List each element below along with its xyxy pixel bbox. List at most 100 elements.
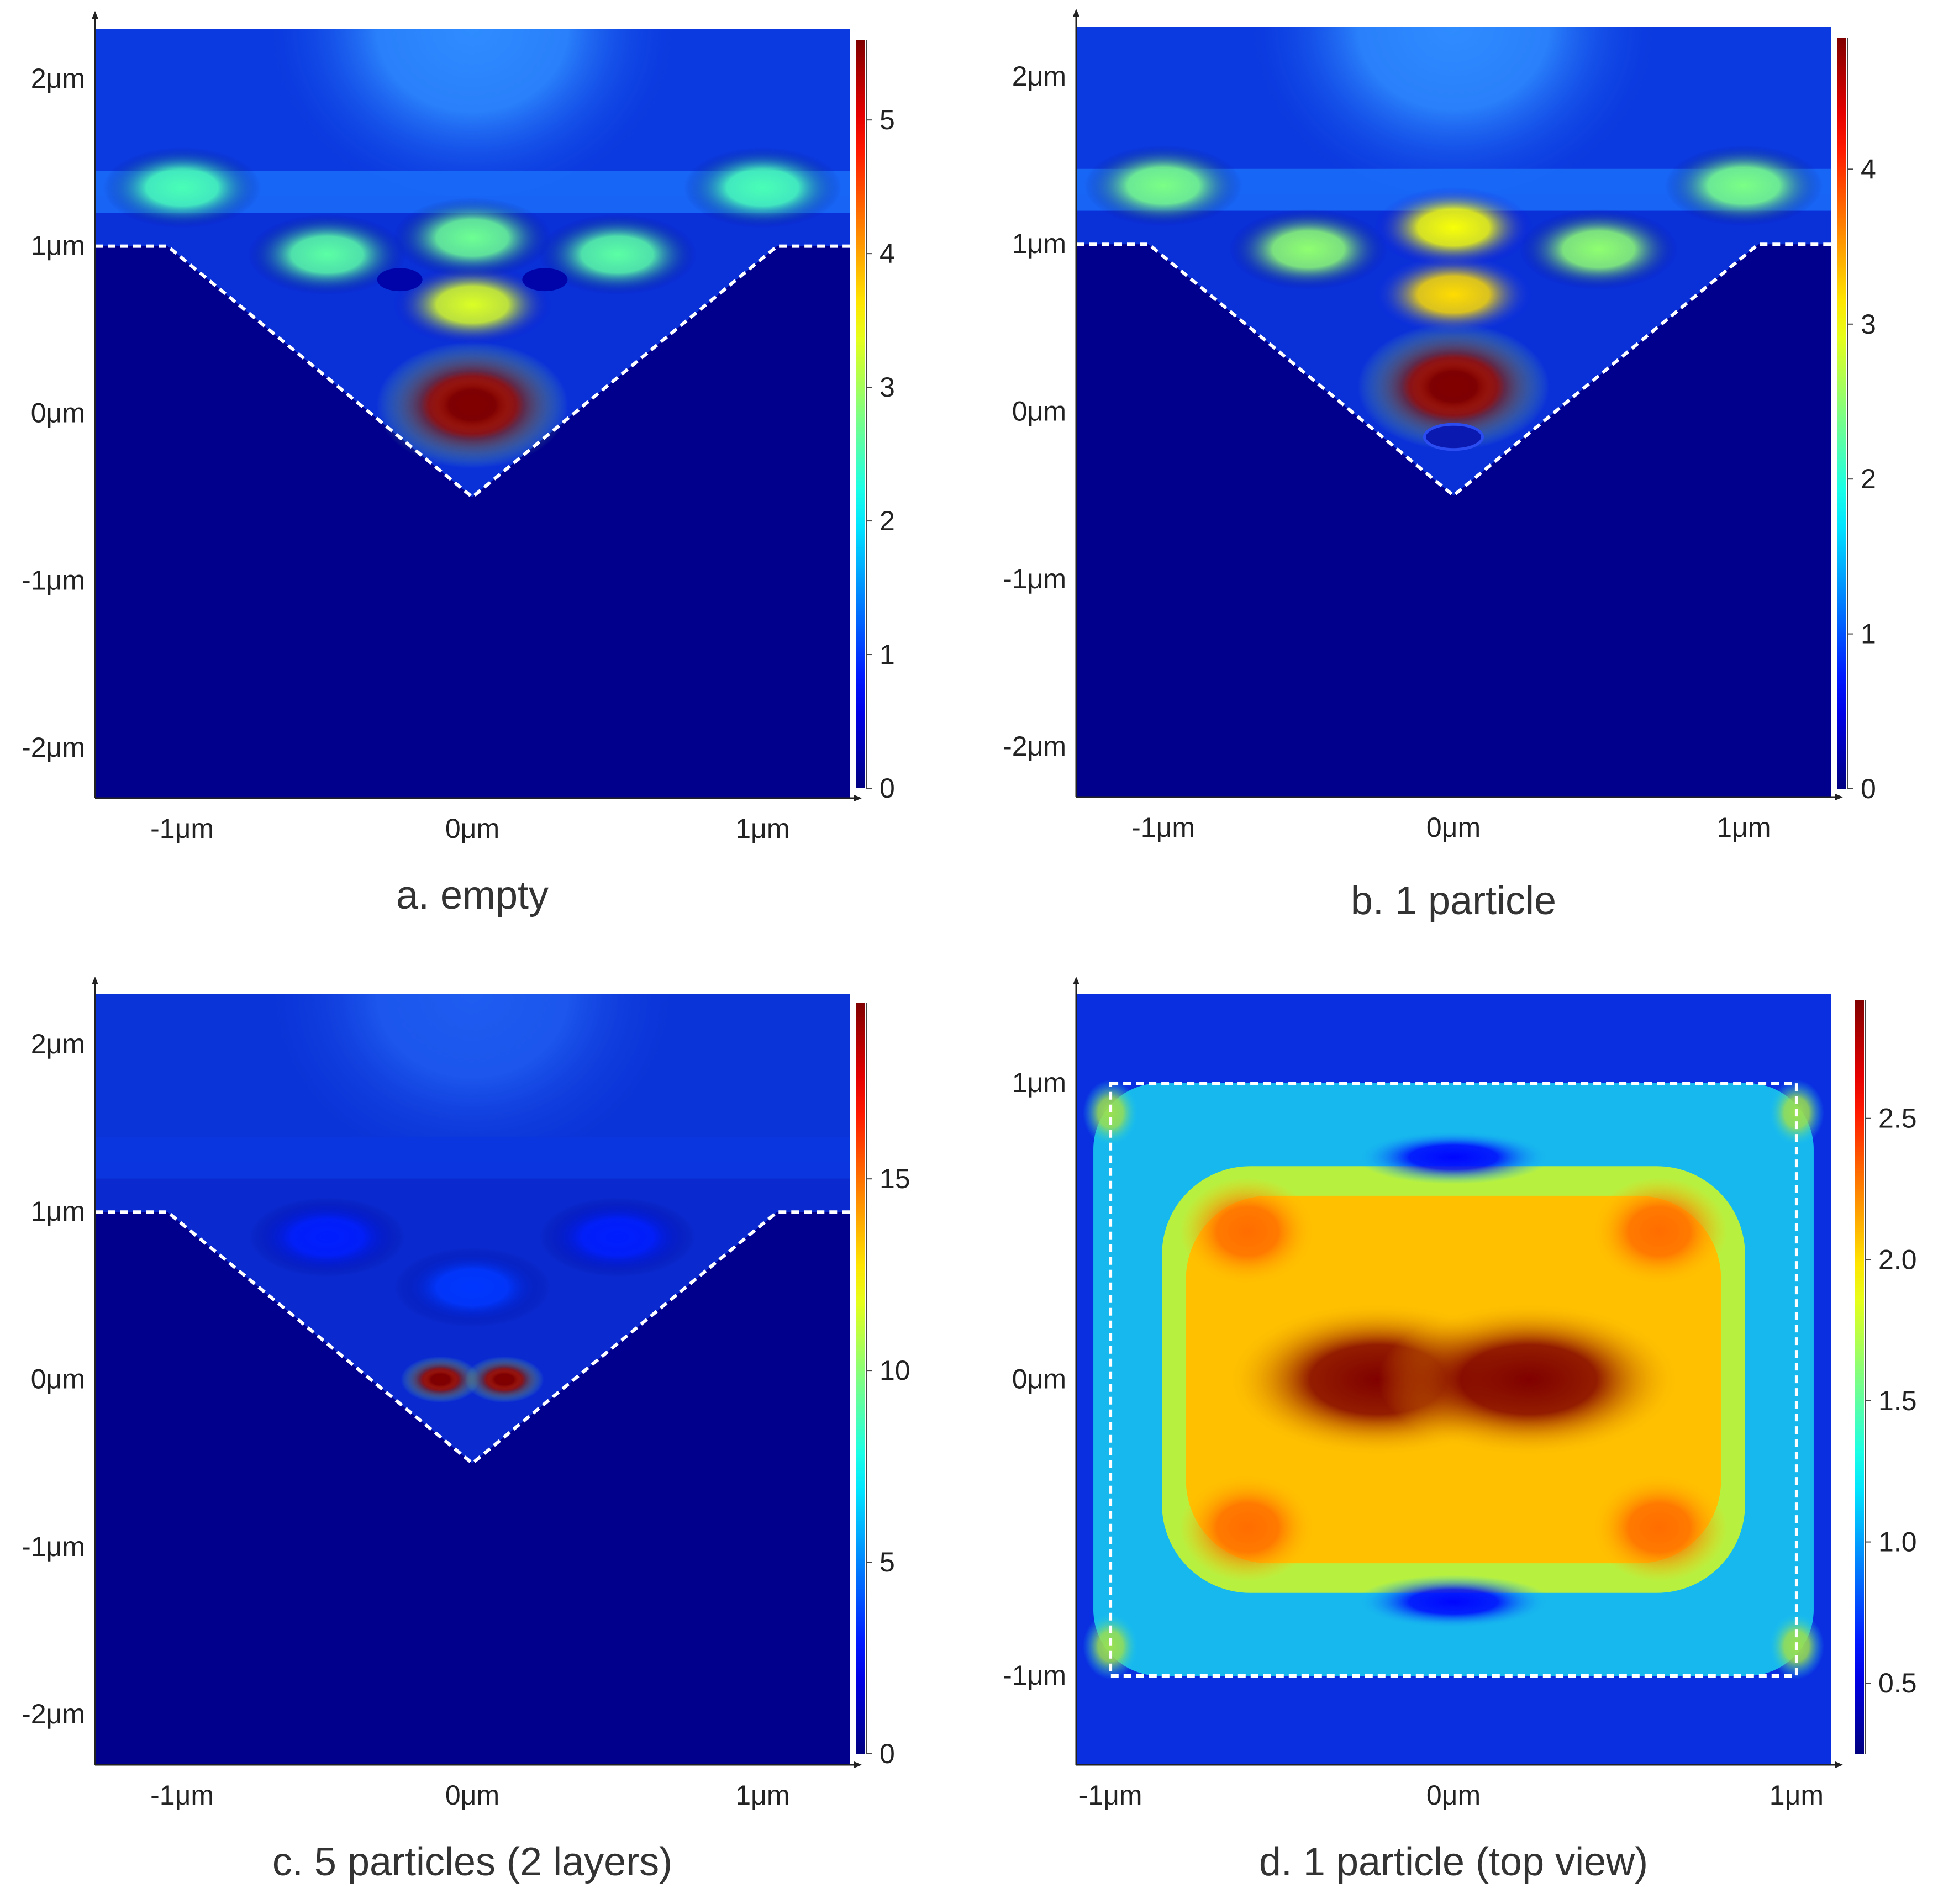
field-maximum	[1664, 145, 1823, 226]
field-maximum-core	[419, 1367, 462, 1392]
field-maximum	[1378, 1302, 1680, 1457]
colorbar	[856, 1003, 865, 1754]
x-tick-label: 0μm	[445, 1780, 499, 1811]
colorbar-tick-label: 4	[880, 238, 895, 269]
field-maximum-core	[1402, 352, 1505, 421]
colorbar-tick-label: 0	[880, 773, 895, 804]
x-tick-label: -1μm	[150, 1780, 214, 1811]
light-cone	[261, 29, 684, 213]
colorbar-tick-label: 0	[880, 1738, 895, 1769]
heatmap-field	[1076, 27, 1831, 797]
colorbar	[1837, 38, 1846, 789]
colorbar-tick-label: 3	[880, 372, 895, 403]
panel-caption: b. 1 particle	[1351, 879, 1556, 923]
colorbar-tick-label: 2.5	[1878, 1103, 1917, 1134]
field-maximum	[1519, 209, 1678, 290]
colorbar-tick-label: 15	[880, 1163, 910, 1194]
x-tick-label: 0μm	[445, 813, 499, 844]
colorbar-tick-label: 3	[1861, 309, 1876, 340]
field-maximum	[393, 197, 552, 278]
y-axis-arrow	[1073, 9, 1079, 17]
colorbar-tick-label: 5	[880, 1547, 895, 1578]
heatmap-field	[1076, 994, 1831, 1765]
colorbar	[1855, 1000, 1864, 1754]
field-maximum	[393, 1247, 552, 1328]
y-tick-label: -1μm	[22, 565, 85, 595]
heatmap-field	[95, 994, 850, 1765]
y-tick-label: -2μm	[1003, 731, 1066, 762]
x-axis-arrow	[854, 795, 862, 801]
field-maximum	[103, 147, 262, 228]
interface-band	[95, 1136, 850, 1179]
colorbar-tick-label: 10	[880, 1355, 910, 1386]
y-tick-label: 0μm	[31, 398, 85, 429]
y-axis-arrow	[92, 977, 98, 984]
field-minimum	[377, 268, 423, 292]
y-tick-label: -1μm	[1003, 563, 1066, 594]
colorbar-tick-label: 1.5	[1878, 1385, 1917, 1416]
x-axis-arrow	[1835, 1761, 1843, 1768]
y-tick-label: 0μm	[31, 1364, 85, 1395]
colorbar-tick-label: 5	[880, 104, 895, 135]
panel-c: -1μm 0μm 1μm 2μm 1μm 0μm -1μm -2μm 0 5 10 15 c. 5 pa…	[22, 977, 910, 1884]
field-maximum	[1229, 209, 1388, 290]
field-maximum-core	[421, 371, 524, 439]
colorbar-tick-label: 1.0	[1878, 1527, 1917, 1558]
field-maximum	[393, 264, 552, 345]
y-tick-label: 2μm	[31, 63, 85, 94]
panel-d: -1μm 0μm 1μm 1μm 0μm -1μm 0.5 1.0 1.5 2.0 2.5 d. 1 …	[1003, 977, 1917, 1884]
y-axis-arrow	[1073, 977, 1079, 984]
field-maximum	[538, 214, 697, 295]
y-tick-label: 2μm	[1012, 61, 1066, 92]
y-tick-label: -2μm	[22, 1699, 85, 1729]
field-maximum	[1374, 187, 1533, 268]
panel-caption: c. 5 particles (2 layers)	[272, 1840, 672, 1884]
colorbar-tick-label: 1	[1861, 619, 1876, 650]
panel-a: -1μm 0μm 1μm 2μm 1μm 0μm -1μm -2μm 0 1 2 3 4 5 a. empt…	[22, 11, 895, 917]
panel-caption: a. empty	[396, 873, 549, 917]
panel-caption: d. 1 particle (top view)	[1259, 1840, 1648, 1884]
colorbar-tick-label: 4	[1861, 154, 1876, 184]
field-minimum	[1355, 1575, 1552, 1629]
field-maximum	[683, 147, 842, 228]
x-tick-label: 1μm	[735, 813, 789, 844]
y-tick-label: 1μm	[31, 230, 85, 261]
field-maximum	[1591, 1474, 1728, 1582]
y-tick-label: 0μm	[1012, 1364, 1066, 1395]
colorbar-tick-label: 0.5	[1878, 1668, 1917, 1699]
field-maximum	[247, 1196, 407, 1278]
y-tick-label: 1μm	[1012, 1067, 1066, 1098]
x-tick-label: 0μm	[1426, 1780, 1481, 1811]
colorbar-tick-label: 2	[880, 505, 895, 536]
colorbar-tick-label: 2	[1861, 463, 1876, 494]
corner-spot	[1083, 1079, 1139, 1146]
heatmap-field	[95, 29, 850, 798]
y-tick-label: 2μm	[31, 1029, 85, 1059]
y-tick-label: 1μm	[1012, 228, 1066, 259]
panel-b: -1μm 0μm 1μm 2μm 1μm 0μm -1μm -2μm 0 1 2 3 4 b. 1 par…	[1003, 9, 1876, 923]
corner-spot	[1083, 1613, 1139, 1680]
x-tick-label: 1μm	[735, 1780, 789, 1811]
field-maximum	[1591, 1177, 1728, 1285]
x-tick-label: -1μm	[150, 813, 214, 844]
light-cone	[1242, 27, 1665, 211]
y-tick-label: -1μm	[22, 1531, 85, 1562]
x-tick-label: -1μm	[1079, 1780, 1142, 1811]
light-cone	[261, 994, 684, 1179]
field-maximum	[1374, 254, 1533, 335]
field-maximum	[1179, 1177, 1316, 1285]
colorbar	[856, 40, 865, 788]
y-tick-label: -2μm	[22, 732, 85, 763]
field-maximum	[247, 214, 407, 295]
x-axis-arrow	[854, 1761, 862, 1768]
x-tick-label: 0μm	[1426, 812, 1481, 843]
colorbar-tick-label: 1	[880, 639, 895, 670]
y-tick-label: 0μm	[1012, 396, 1066, 427]
field-maximum	[538, 1196, 697, 1278]
x-axis-arrow	[1835, 794, 1843, 800]
colorbar-tick-label: 2.0	[1878, 1244, 1917, 1275]
particle	[1423, 423, 1484, 451]
colorbar-tick-label: 0	[1861, 773, 1876, 804]
field-minimum	[1355, 1130, 1552, 1184]
